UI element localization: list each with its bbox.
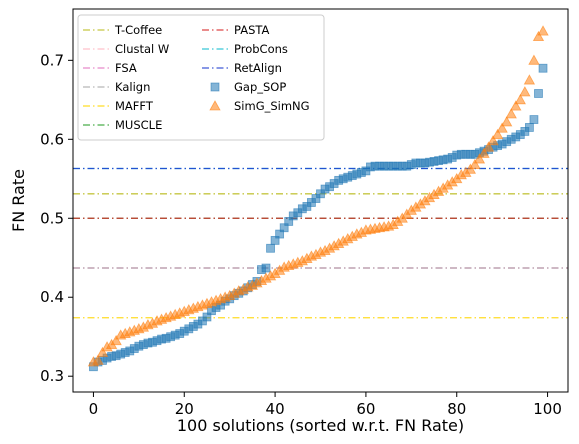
y-tick-label: 0.3 (40, 367, 64, 385)
legend-item-fsa: FSA (83, 61, 137, 75)
simg-simng-point (514, 93, 526, 105)
gap-sop-point (279, 223, 289, 233)
series-simg-simng (87, 25, 549, 367)
legend-label: RetAlign (234, 61, 282, 75)
x-tick-label: 80 (447, 400, 466, 418)
simg-simng-point (528, 54, 540, 65)
simg-simng-point (469, 158, 481, 169)
legend-label: SimG_SimNG (234, 99, 310, 113)
x-axis-label: 100 solutions (sorted w.r.t. FN Rate) (177, 416, 464, 435)
gap-sop-point (529, 115, 539, 124)
legend: T-Coffee Clustal W FSA Kalign MAFFT MUSCLE PAS… (77, 14, 325, 141)
gap-sop-point (311, 194, 321, 203)
legend-item-t-coffee: T-Coffee (83, 23, 162, 37)
y-tick-label: 0.5 (40, 209, 64, 227)
simg-simng-point (496, 122, 508, 133)
simg-simng-point (523, 74, 536, 85)
legend-label: MAFFT (115, 99, 154, 113)
simg-simng-point (510, 100, 522, 111)
y-axis: 0.3 0.4 0.5 0.6 0.7 (40, 51, 73, 385)
plot-frame (72, 8, 569, 393)
legend-item-gap-sop: Gap_SOP (210, 80, 286, 94)
simg-simng-point (532, 30, 545, 42)
gap-sop-point (261, 263, 271, 273)
legend-label: T-Coffee (114, 23, 162, 37)
legend-item-mafft: MAFFT (83, 99, 154, 113)
simg-simng-point (537, 25, 549, 36)
y-tick-label: 0.6 (40, 130, 64, 148)
legend-swatch (209, 100, 221, 111)
x-tick-label: 100 (533, 400, 562, 418)
legend-item-pasta: PASTA (202, 23, 269, 37)
gap-sop-point (534, 89, 543, 98)
legend-item-clustal-w: Clustal W (83, 42, 169, 56)
simg-simng-point (478, 147, 490, 158)
gap-sop-point (270, 235, 280, 245)
legend-label: FSA (115, 61, 137, 75)
legend-item-simg-simng: SimG_SimNG (209, 99, 310, 113)
simg-simng-point (92, 354, 104, 365)
legend-box (77, 14, 325, 141)
simg-simng-point (501, 116, 513, 127)
gap-sop-point (538, 63, 548, 73)
x-tick-label: 40 (266, 400, 285, 418)
legend-item-kalign: Kalign (83, 80, 150, 94)
x-tick-label: 0 (89, 400, 99, 418)
legend-swatch (210, 82, 220, 92)
gap-sop-point (316, 189, 325, 199)
legend-item-muscle: MUSCLE (83, 118, 162, 132)
legend-item-probcons: ProbCons (202, 42, 288, 56)
legend-label: Kalign (115, 80, 150, 94)
simg-simng-point (505, 108, 517, 119)
legend-label: PASTA (234, 23, 269, 37)
x-tick-label: 20 (175, 400, 194, 418)
y-tick-label: 0.4 (40, 288, 64, 306)
gap-sop-point (524, 123, 534, 132)
simg-simng-point (491, 128, 504, 139)
legend-label: ProbCons (234, 42, 288, 56)
legend-label: Gap_SOP (234, 80, 286, 94)
legend-item-retalign: RetAlign (202, 61, 282, 75)
simg-simng-point (110, 334, 122, 346)
gap-sop-point (275, 229, 285, 239)
legend-label: MUSCLE (115, 118, 162, 132)
reference-lines (73, 167, 568, 319)
gap-sop-point (266, 243, 275, 253)
y-axis-label: FN Rate (9, 169, 28, 232)
simg-simng-point (96, 346, 109, 357)
gap-sop-point (284, 217, 294, 226)
x-tick-label: 60 (356, 400, 375, 418)
legend-label: Clustal W (115, 42, 169, 56)
simg-simng-point (473, 153, 486, 164)
simg-simng-point (487, 135, 499, 146)
y-tick-label: 0.7 (40, 51, 64, 69)
simg-simng-point (519, 86, 531, 97)
gap-sop-point (202, 312, 212, 322)
x-axis: 0 20 40 60 80 100 (89, 392, 562, 418)
simg-simng-point (482, 141, 495, 152)
